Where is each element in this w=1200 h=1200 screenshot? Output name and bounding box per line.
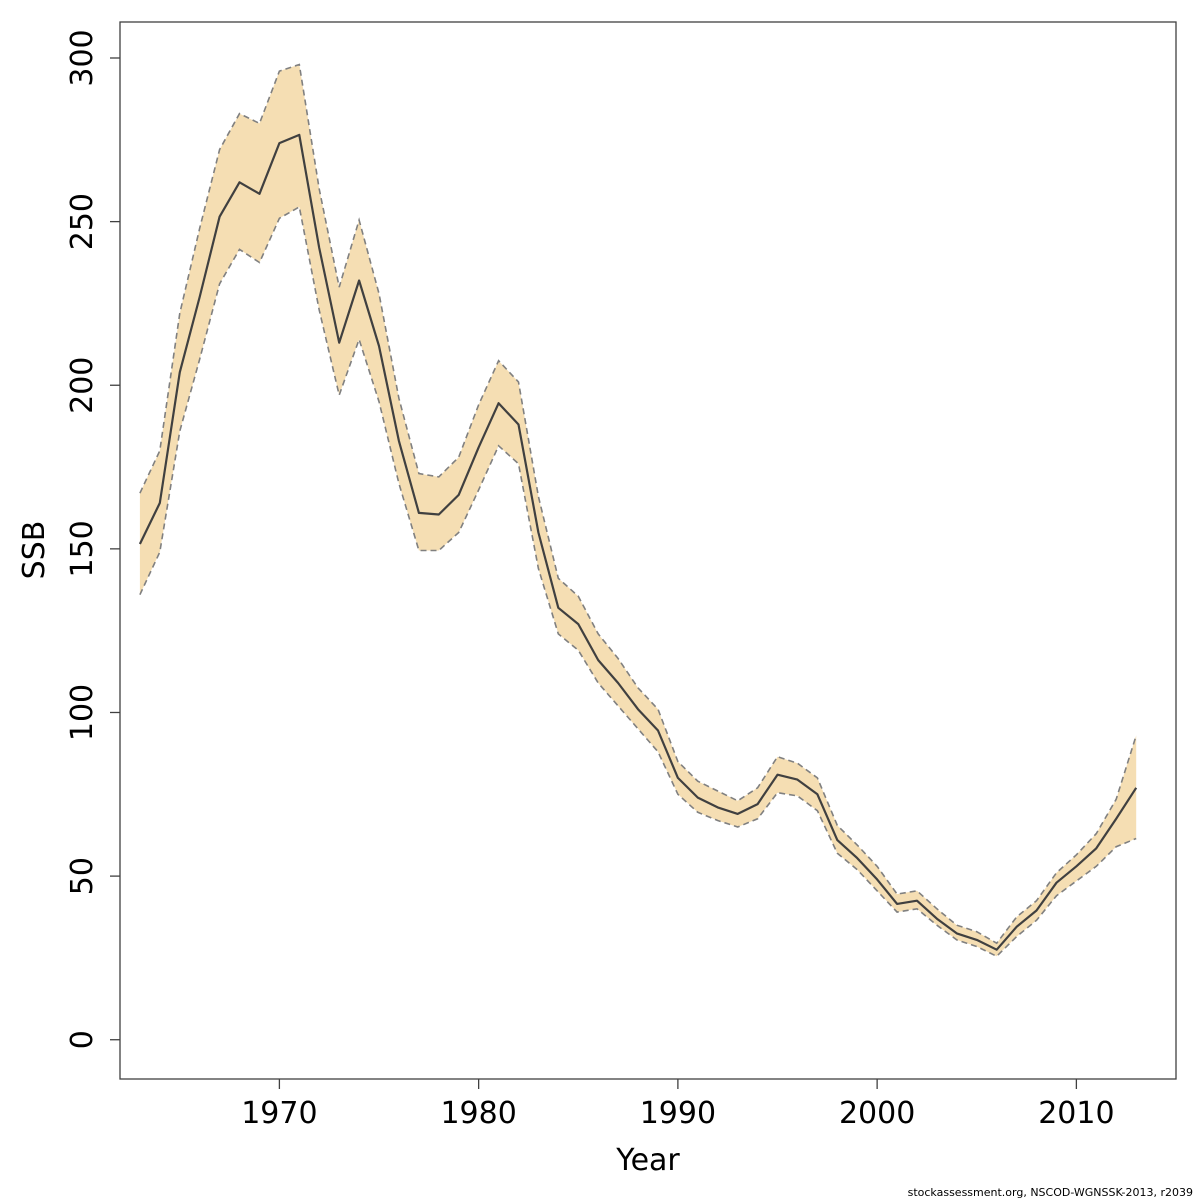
x-axis-title: Year [615, 1143, 680, 1178]
y-tick-label: 150 [65, 520, 100, 577]
ssb-estimate-line [138, 133, 1138, 951]
x-tick-label: 2010 [1038, 1096, 1114, 1131]
credit-text: stockassessment.org, NSCOD-WGNSSK-2013, … [908, 1186, 1193, 1199]
x-tick-label: 2000 [839, 1096, 915, 1131]
upper-bound-line [139, 63, 1137, 945]
lower-bound-line [139, 205, 1137, 958]
y-axis-title: SSB [17, 521, 52, 580]
y-tick-label: 200 [65, 357, 100, 414]
plot-frame [119, 21, 1177, 1080]
confidence-band [139, 64, 1137, 957]
x-tick-label: 1980 [440, 1096, 516, 1131]
x-tick-label: 1990 [640, 1096, 716, 1131]
y-tick-label: 0 [65, 1030, 100, 1049]
x-tick-label: 1970 [241, 1096, 317, 1131]
y-tick-label: 100 [65, 684, 100, 741]
y-tick-label: 250 [65, 193, 100, 250]
y-tick-label: 300 [65, 29, 100, 86]
y-tick-label: 50 [65, 857, 100, 895]
